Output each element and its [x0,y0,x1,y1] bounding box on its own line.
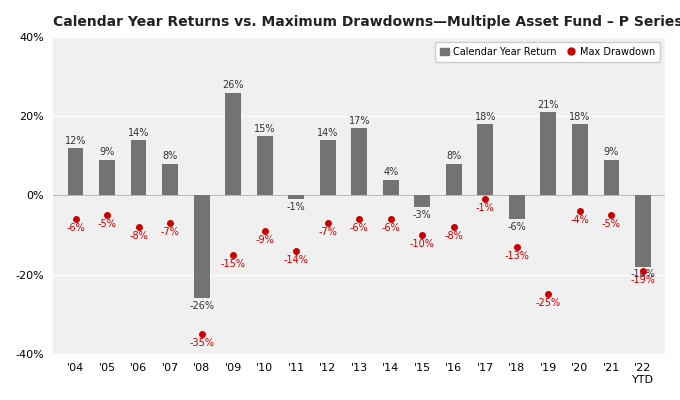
Bar [477,124,493,195]
Text: -1%: -1% [287,202,305,212]
Text: -6%: -6% [381,223,400,233]
Text: -5%: -5% [98,219,116,229]
Bar [635,195,651,267]
Bar [257,136,273,195]
Bar [163,164,178,195]
Bar [414,195,430,207]
Text: Calendar Year Returns vs. Maximum Drawdowns—Multiple Asset Fund – P Series: Calendar Year Returns vs. Maximum Drawdo… [54,15,680,29]
Bar [383,180,398,195]
Text: 9%: 9% [99,148,115,158]
Text: -7%: -7% [160,227,180,237]
Bar [225,92,241,195]
Text: -4%: -4% [571,215,590,225]
Text: -6%: -6% [507,222,526,232]
Text: 8%: 8% [163,151,177,161]
Text: -35%: -35% [189,338,214,348]
Bar [288,195,304,199]
Bar [572,124,588,195]
Legend: Calendar Year Return, Max Drawdown: Calendar Year Return, Max Drawdown [435,42,660,62]
Bar [541,112,556,195]
Text: 17%: 17% [348,116,370,126]
Text: -7%: -7% [318,227,337,237]
Bar [352,128,367,195]
Text: -10%: -10% [410,239,435,249]
Bar [320,140,336,195]
Text: -14%: -14% [284,255,309,265]
Text: -3%: -3% [413,210,432,220]
Text: 15%: 15% [254,124,275,134]
Text: 4%: 4% [383,167,398,177]
Text: -18%: -18% [630,269,656,279]
Bar [67,148,84,195]
Text: -25%: -25% [536,298,561,308]
Text: 12%: 12% [65,136,86,146]
Text: -19%: -19% [630,274,656,284]
Text: -26%: -26% [189,301,214,311]
Text: 26%: 26% [222,80,244,90]
Text: -6%: -6% [350,223,369,233]
Text: -8%: -8% [445,231,463,241]
Text: 14%: 14% [128,128,150,138]
Text: -8%: -8% [129,231,148,241]
Text: 18%: 18% [569,112,590,122]
Text: -15%: -15% [220,259,245,269]
Text: 9%: 9% [604,148,619,158]
Bar [446,164,462,195]
Text: -9%: -9% [255,235,274,245]
Text: 14%: 14% [317,128,339,138]
Bar [194,195,209,298]
Text: 21%: 21% [538,100,559,110]
Text: -1%: -1% [476,203,494,213]
Text: -6%: -6% [66,223,85,233]
Bar [131,140,146,195]
Bar [509,195,525,219]
Text: 8%: 8% [446,151,462,161]
Text: -5%: -5% [602,219,621,229]
Text: -13%: -13% [505,251,529,261]
Bar [604,160,619,195]
Text: 18%: 18% [475,112,496,122]
Bar [99,160,115,195]
